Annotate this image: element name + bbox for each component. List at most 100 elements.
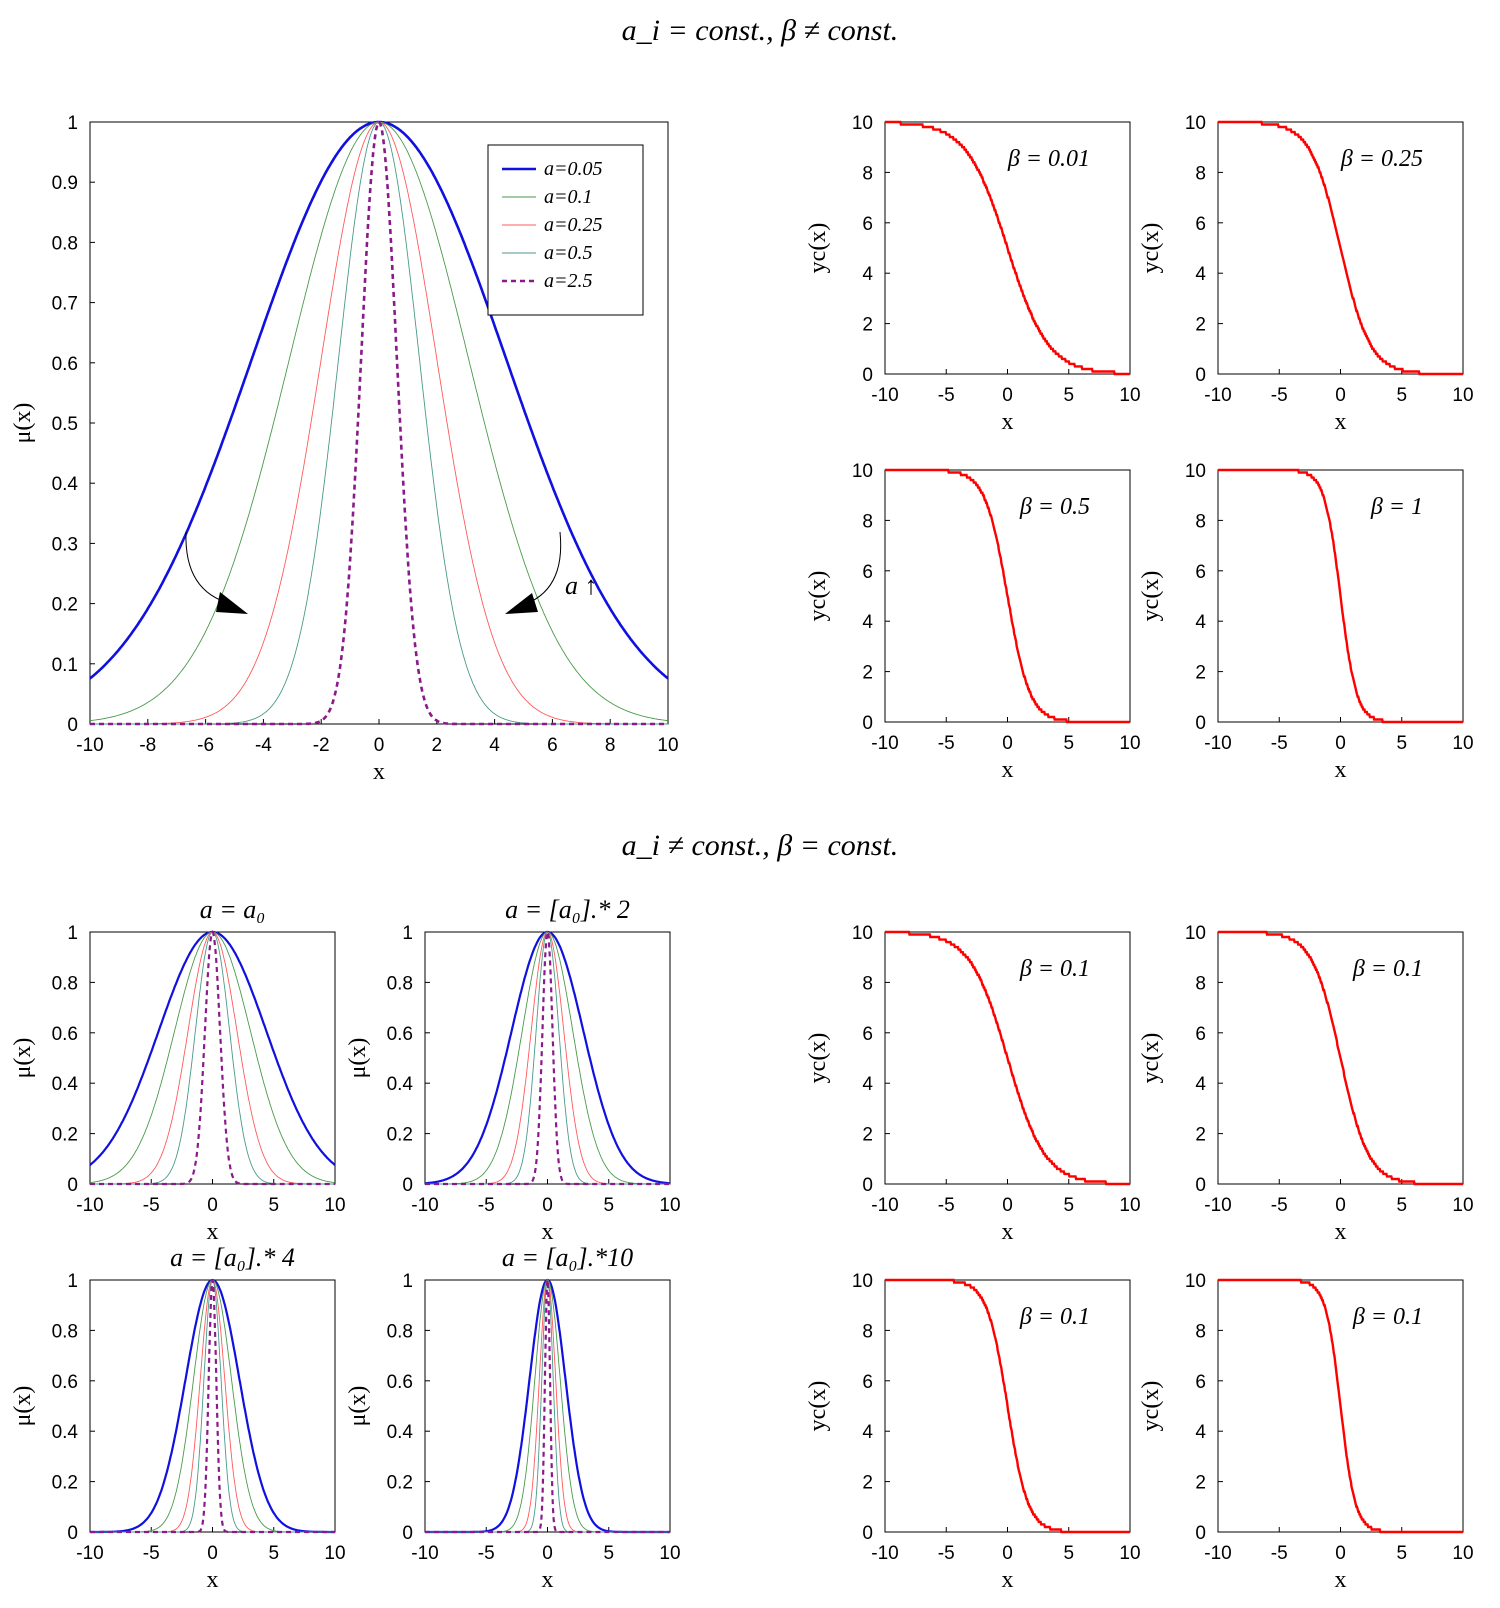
x-axis-label: x [1335, 1567, 1347, 1593]
chart-y8: -10 -5 0 5 10 0 2 4 6 8 10 x yc(x) β = 0.1 [1138, 1271, 1474, 1593]
heading-top: a_i = const., β ≠ const. [622, 14, 899, 47]
x-tick-label: -5 [938, 733, 955, 754]
x-tick-label: 10 [324, 1543, 345, 1564]
x-tick-label: 5 [1063, 733, 1074, 754]
x-tick-label: 2 [432, 735, 443, 756]
series-line-a-0-05 [425, 1278, 670, 1534]
x-tick-label: -5 [1271, 385, 1288, 406]
y-tick-label: 0 [862, 1175, 873, 1196]
y-tick-label: 0.2 [387, 1473, 413, 1494]
x-tick-label: -10 [1204, 385, 1231, 406]
x-tick-label: -5 [1271, 1543, 1288, 1564]
y-tick-label: 10 [1185, 1271, 1206, 1292]
x-axis-label: x [542, 1219, 554, 1245]
y-tick-label: 10 [852, 113, 873, 134]
x-tick-label: 0 [1335, 1543, 1346, 1564]
x-tick-label: -5 [1271, 1195, 1288, 1216]
yc-curve [885, 930, 1130, 1186]
x-tick-label: 5 [603, 1543, 614, 1564]
x-tick-label: 0 [1335, 733, 1346, 754]
series-line-a-0-05 [90, 1278, 335, 1534]
x-tick-label: -10 [411, 1195, 438, 1216]
x-tick-label: 0 [542, 1195, 553, 1216]
x-axis-label: x [1002, 757, 1014, 783]
x-tick-label: -5 [938, 1543, 955, 1564]
chart-y2: -10 -5 0 5 10 0 2 4 6 8 10 x yc(x) β = 0.25 [1138, 113, 1474, 435]
x-tick-label: -10 [76, 1543, 103, 1564]
x-tick-label: -8 [139, 735, 156, 756]
y-tick-label: 0 [862, 1523, 873, 1544]
y-tick-label: 0.8 [52, 1321, 78, 1342]
x-axis-label: x [207, 1219, 219, 1245]
y-tick-label: 0 [402, 1523, 413, 1544]
y-tick-label: 2 [1195, 1473, 1206, 1494]
subplot-title: a = a₀ [200, 895, 266, 924]
series-line-a-0-5 [90, 931, 335, 1185]
x-tick-label: 10 [659, 1543, 680, 1564]
plot-frame [424, 931, 671, 1185]
x-tick-label: -5 [478, 1195, 495, 1216]
y-tick-label: 0.6 [387, 1024, 413, 1045]
yc-curve [1218, 930, 1463, 1186]
beta-label: β = 0.1 [1019, 1304, 1090, 1330]
x-tick-label: 5 [1396, 1543, 1407, 1564]
yc-curve [1218, 468, 1463, 724]
plot-frame [89, 1279, 336, 1533]
x-tick-label: 10 [659, 1195, 680, 1216]
y-tick-label: 0.2 [52, 595, 78, 616]
y-tick-label: 0 [1195, 713, 1206, 734]
y-tick-label: 0.8 [52, 973, 78, 994]
series-line-a-2-5 [90, 119, 668, 726]
chart-y5: -10 -5 0 5 10 0 2 4 6 8 10 x yc(x) β = 0.1 [805, 923, 1141, 1245]
y-tick-label: 0.1 [52, 655, 78, 676]
x-tick-label: 10 [1119, 733, 1140, 754]
beta-label: β = 0.25 [1340, 146, 1423, 172]
y-tick-label: 4 [862, 612, 873, 633]
y-axis-label: yc(x) [805, 1033, 831, 1084]
y-tick-label: 1 [67, 923, 78, 944]
x-tick-label: 10 [1452, 1543, 1473, 1564]
subplot-title: a = [a₀].*10 [502, 1243, 633, 1272]
x-tick-label: 5 [1063, 385, 1074, 406]
y-tick-label: 0.8 [52, 233, 78, 254]
chart-m1: -10 -5 0 5 10 0 0.2 0.4 0.6 0.8 1 x μ(x) a = a₀ [10, 895, 346, 1245]
legend-box [487, 144, 644, 316]
y-tick-label: 2 [1195, 1125, 1206, 1146]
y-axis-label: μ(x) [345, 1386, 371, 1427]
x-tick-label: -10 [411, 1543, 438, 1564]
y-tick-label: 10 [852, 923, 873, 944]
y-tick-label: 6 [1195, 562, 1206, 583]
arrow-left-head [216, 592, 248, 614]
y-tick-label: 0 [862, 365, 873, 386]
y-tick-label: 8 [862, 511, 873, 532]
x-tick-label: 0 [1002, 733, 1013, 754]
chart-m3: -10 -5 0 5 10 0 0.2 0.4 0.6 0.8 1 x μ(x) a = [a₀].* 4 [10, 1243, 346, 1593]
y-tick-label: 6 [862, 1372, 873, 1393]
series-line-a-0-25 [425, 931, 670, 1185]
y-tick-label: 0.9 [52, 173, 78, 194]
x-tick-label: 0 [207, 1543, 218, 1564]
legend-label: a=0.25 [544, 214, 603, 236]
y-tick-label: 4 [1195, 1422, 1206, 1443]
y-axis-label: μ(x) [10, 1386, 36, 1427]
chart-m2: -10 -5 0 5 10 0 0.2 0.4 0.6 0.8 1 x μ(x) a = [a₀].* 2 [345, 895, 681, 1245]
x-tick-label: 5 [1396, 1195, 1407, 1216]
x-tick-label: -5 [143, 1195, 160, 1216]
y-tick-label: 0.8 [387, 1321, 413, 1342]
y-tick-label: 0 [402, 1175, 413, 1196]
x-tick-label: 0 [374, 735, 385, 756]
series-line-a-0-25 [425, 1279, 670, 1533]
y-tick-label: 4 [862, 1422, 873, 1443]
chart-y3: -10 -5 0 5 10 0 2 4 6 8 10 x yc(x) β = 0.5 [805, 461, 1141, 783]
y-tick-label: 2 [1195, 663, 1206, 684]
y-axis-label: yc(x) [1138, 1033, 1164, 1084]
y-tick-label: 0.8 [387, 973, 413, 994]
y-tick-label: 0 [67, 1523, 78, 1544]
x-axis-label: x [1335, 1219, 1347, 1245]
beta-label: β = 0.1 [1019, 956, 1090, 982]
x-axis-label: x [542, 1567, 554, 1593]
chart-m4: -10 -5 0 5 10 0 0.2 0.4 0.6 0.8 1 x μ(x) a = [a₀].*10 [345, 1243, 681, 1593]
x-tick-label: 0 [207, 1195, 218, 1216]
yc-curve [1218, 120, 1463, 376]
x-tick-label: 10 [1119, 1543, 1140, 1564]
